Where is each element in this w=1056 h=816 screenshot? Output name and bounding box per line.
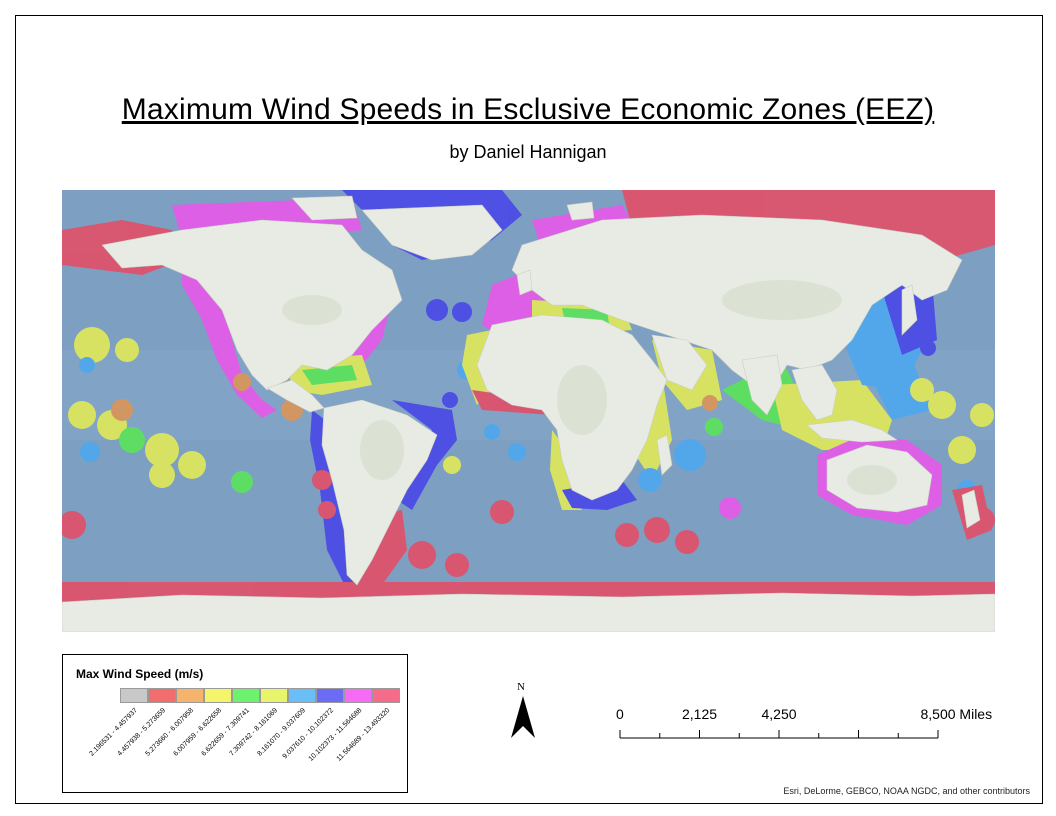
- eez-pacific-island: [910, 378, 934, 402]
- legend-swatch: [344, 688, 372, 703]
- map-subtitle: by Daniel Hannigan: [449, 142, 607, 162]
- eez-indian-island: [719, 497, 741, 519]
- legend-swatch: [204, 688, 232, 703]
- legend-class-label: 7.309742 - 8.161069: [228, 707, 280, 758]
- eez-pacific-island: [74, 327, 110, 363]
- legend-swatch: [260, 688, 288, 703]
- legend-swatch: [176, 688, 204, 703]
- eez-atlantic-island: [615, 523, 639, 547]
- scale-bar-label: 8,500 Miles: [920, 706, 993, 722]
- land-svalbard: [566, 201, 595, 221]
- land-arabia: [651, 334, 708, 391]
- eez-atlantic-island: [675, 530, 699, 554]
- scale-bar: 0 2,125 4,250 8,500 Miles: [600, 700, 1020, 750]
- eez-atlantic-island: [508, 443, 526, 461]
- eez-indian-island: [705, 418, 723, 436]
- land-southeast-asia: [791, 364, 838, 421]
- scale-bar-ticks: [619, 730, 939, 739]
- legend-class-label: 6.622659 - 7.309741: [200, 707, 252, 758]
- legend-swatch: [120, 688, 148, 703]
- legend-class-label: 11.564689 - 13.493320: [335, 707, 392, 763]
- eez-atlantic-island: [644, 517, 670, 543]
- legend-swatch: [288, 688, 316, 703]
- eez-pacific-island: [111, 399, 133, 421]
- eez-pacific-island: [178, 451, 206, 479]
- world-map[interactable]: [62, 190, 995, 632]
- scale-bar-label: 2,125: [682, 706, 718, 722]
- eez-subantarctic-island: [375, 540, 399, 564]
- eez-subantarctic-island: [408, 541, 436, 569]
- eez-atlantic-island: [426, 299, 448, 321]
- eez-subantarctic-island: [445, 553, 469, 577]
- scale-bar-label: 0: [616, 706, 624, 722]
- map-legend: Max Wind Speed (m/s) 2.196531 - 4.457937…: [62, 654, 408, 793]
- eez-atlantic-island: [442, 392, 458, 408]
- eez-atlantic-island: [490, 500, 514, 524]
- eez-pacific-island: [887, 360, 907, 380]
- land-new-zealand: [961, 489, 981, 529]
- eez-pacific-island: [80, 442, 100, 462]
- land-indonesia: [806, 419, 898, 443]
- eez-atlantic-island: [484, 424, 500, 440]
- eez-pacific-island: [970, 403, 994, 427]
- eez-pacific-island: [312, 470, 332, 490]
- eez-pacific-island: [231, 471, 253, 493]
- eez-pacific-island: [149, 462, 175, 488]
- legend-class-label: 8.161070 - 9.037609: [256, 707, 308, 758]
- eez-indian-island: [638, 468, 662, 492]
- eez-pacific-island: [119, 427, 145, 453]
- eez-caribbean-2: [302, 365, 357, 385]
- legend-class-label: 4.457938 - 5.273659: [116, 707, 168, 758]
- scale-bar-label: 4,250: [761, 706, 797, 722]
- legend-class-label: 5.273660 - 6.007958: [144, 707, 196, 758]
- eez-pacific-island: [233, 373, 251, 391]
- map-credits: Esri, DeLorme, GEBCO, NOAA NGDC, and oth…: [783, 786, 1030, 796]
- legend-swatches: [120, 688, 400, 703]
- legend-swatch: [148, 688, 176, 703]
- eez-indian-island: [674, 439, 706, 471]
- eez-atlantic-island: [452, 302, 472, 322]
- land-uk: [516, 269, 533, 296]
- land-arctic-islands: [291, 195, 358, 221]
- north-arrow-icon: [511, 696, 535, 738]
- eez-pacific-island: [79, 357, 95, 373]
- eez-na-west: [182, 260, 277, 418]
- legend-swatch: [232, 688, 260, 703]
- eez-pacific-island: [920, 340, 936, 356]
- map-title: Maximum Wind Speeds in Esclusive Economi…: [121, 93, 935, 126]
- land-greenland: [361, 204, 503, 261]
- land-north-america: [101, 219, 403, 391]
- eez-pacific-island: [62, 511, 86, 539]
- legend-swatch: [372, 688, 400, 703]
- land-madagascar: [656, 434, 673, 476]
- land-relief: [282, 280, 897, 495]
- legend-title: Max Wind Speed (m/s): [76, 667, 204, 681]
- legend-class-label: 9.037610 - 10.102372: [281, 707, 335, 761]
- eez-pacific-island: [318, 501, 336, 519]
- land-japan: [901, 284, 918, 336]
- eez-pacific-island: [928, 391, 956, 419]
- map-layout-frame: [15, 15, 1043, 804]
- north-arrow-label: N: [517, 681, 525, 693]
- eez-atlantic-island: [443, 456, 461, 474]
- legend-class-label: 6.007959 - 6.622658: [172, 707, 224, 758]
- eez-pacific-island: [68, 401, 96, 429]
- land-south-america: [321, 399, 438, 586]
- eez-philippines: [862, 360, 932, 420]
- eez-pacific-island: [145, 433, 179, 467]
- legend-class-label: 10.102373 - 11.564688: [307, 707, 364, 763]
- eez-pacific-island: [115, 338, 139, 362]
- legend-class-label: 2.196531 - 4.457937: [88, 707, 140, 758]
- land-antarctica: [62, 592, 995, 632]
- eez-pacific-island: [948, 436, 976, 464]
- legend-swatch: [316, 688, 344, 703]
- eez-indian-island: [702, 395, 718, 411]
- land-india: [741, 354, 783, 416]
